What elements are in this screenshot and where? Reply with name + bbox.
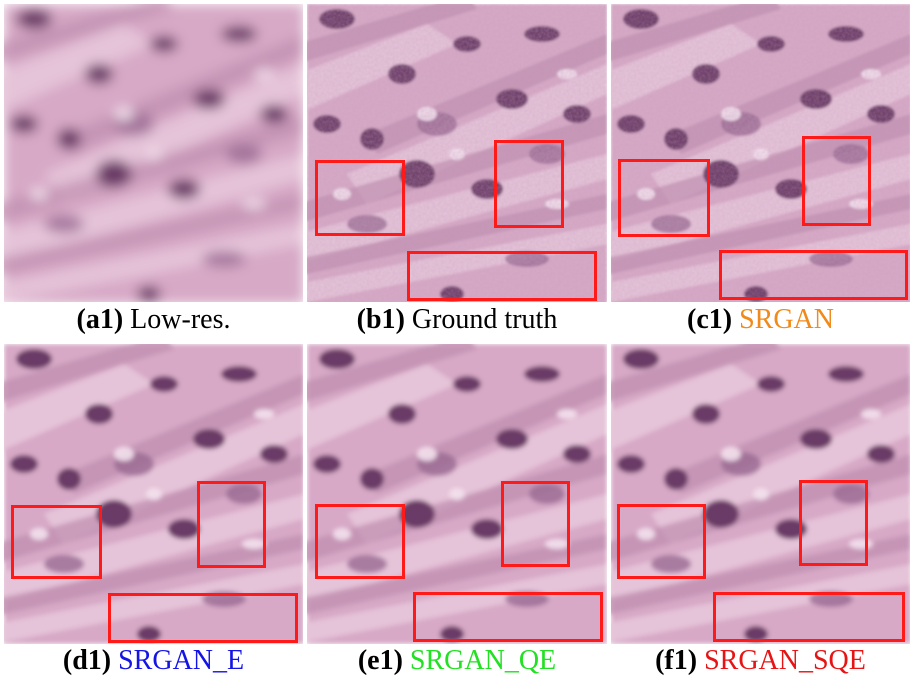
roi-box-bottom <box>713 592 905 642</box>
roi-box-left <box>315 160 405 236</box>
caption-d1: (d1) SRGAN_E <box>62 645 245 676</box>
panel-f1-image <box>611 344 910 644</box>
roi-box-right <box>501 481 570 567</box>
caption-f1: (f1) SRGAN_SQE <box>655 645 866 676</box>
roi-box-right <box>802 136 871 226</box>
roi-box-right <box>197 481 266 568</box>
histology-image <box>4 4 303 302</box>
method-name: SRGAN <box>739 304 834 335</box>
roi-box-bottom <box>108 593 298 643</box>
panel-e1-image <box>307 344 607 644</box>
roi-box-bottom <box>407 251 597 301</box>
caption-c1: (c1) SRGAN <box>686 304 834 335</box>
roi-box-left <box>617 504 706 579</box>
roi-box-left <box>11 505 102 579</box>
roi-box-left <box>315 504 405 579</box>
method-name: SRGAN_QE <box>409 645 557 676</box>
roi-box-left <box>618 159 710 237</box>
method-name: SRGAN_SQE <box>704 645 866 676</box>
caption-a1: (a1) Low-res. <box>76 304 231 335</box>
panel-a1-image <box>4 4 303 302</box>
panel-b1-image <box>307 4 607 302</box>
roi-box-right <box>799 480 868 566</box>
caption-b1: (b1) Ground truth <box>356 304 558 335</box>
roi-box-bottom <box>413 592 603 642</box>
panel-c1-image <box>611 4 910 302</box>
caption-e1: (e1) SRGAN_QE <box>357 645 557 676</box>
roi-box-right <box>494 140 564 228</box>
panel-d1-image <box>4 344 303 644</box>
method-name: SRGAN_E <box>118 645 245 676</box>
roi-box-bottom <box>719 250 908 300</box>
